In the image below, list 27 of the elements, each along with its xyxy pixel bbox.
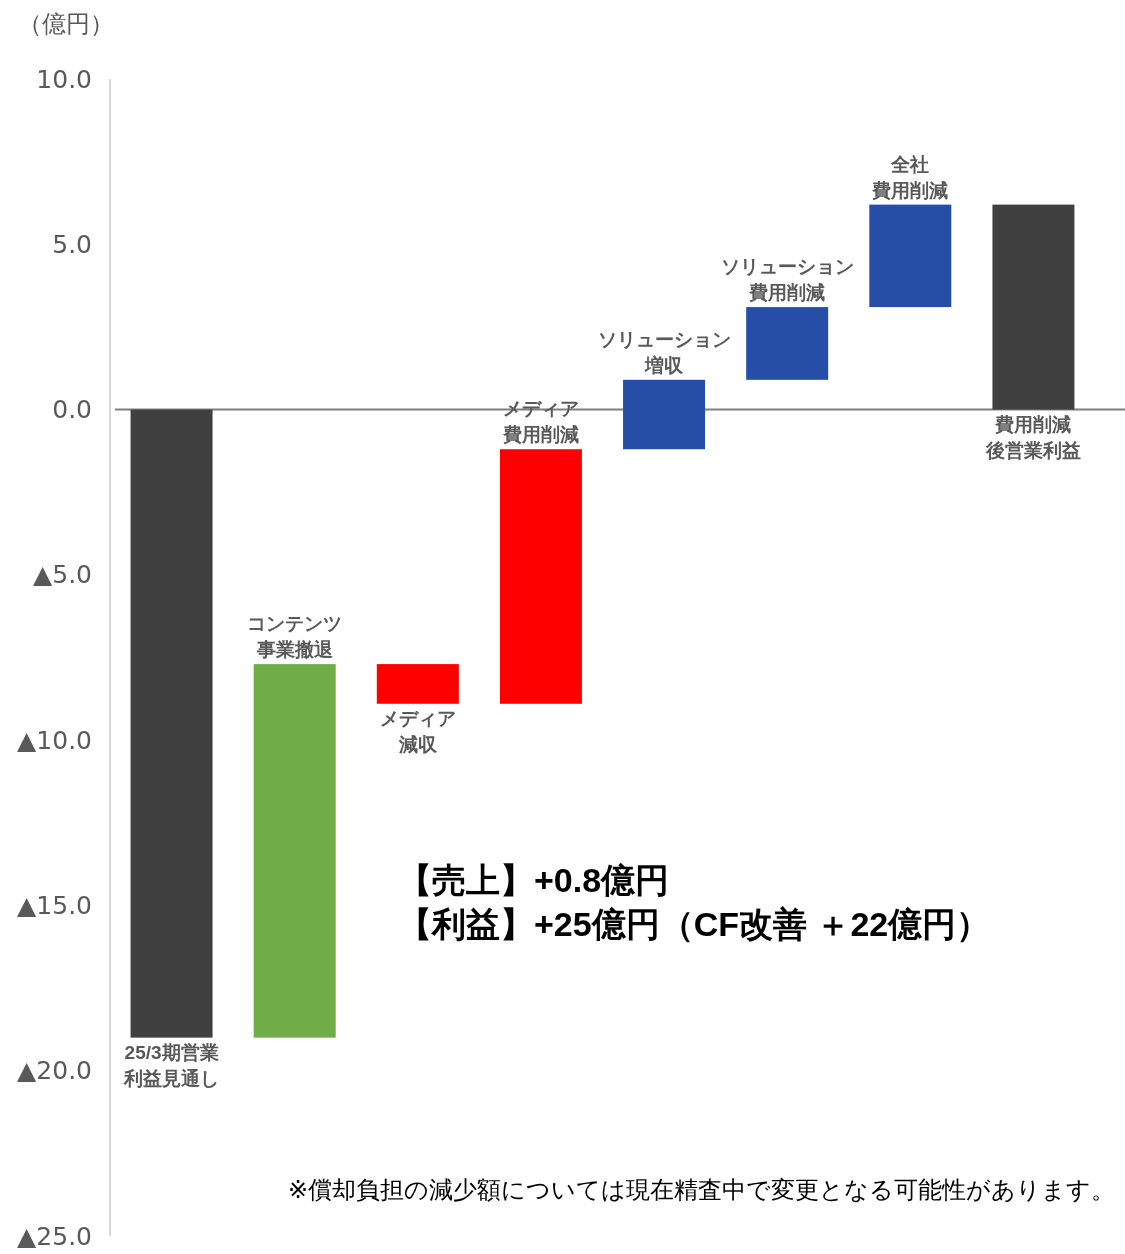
x-tick-label: ソリューション費用削減 (720, 256, 854, 304)
bar (869, 204, 952, 308)
y-tick-label: ▲10.0 (17, 725, 92, 755)
y-axis-title: （億円） (18, 10, 114, 37)
bar (992, 204, 1075, 410)
x-tick-label: メディア減収 (379, 707, 456, 755)
annotation: 【売上】+0.8億円 (398, 861, 670, 899)
y-tick-label: 0.0 (52, 395, 92, 425)
y-tick-label: ▲5.0 (33, 560, 92, 590)
x-tick-label: 25/3期営業利益見通し (123, 1041, 220, 1089)
x-tick-label: 全社費用削減 (871, 153, 949, 201)
y-tick-label: 10.0 (36, 64, 92, 94)
bar (746, 307, 829, 380)
y-tick-label: ▲25.0 (17, 1221, 92, 1251)
x-tick-label: 費用削減後営業利益 (984, 413, 1081, 461)
bar (623, 379, 706, 450)
annotation: ※償却負担の減少額については現在精査中で変更となる可能性があります。 (287, 1176, 1115, 1203)
bar (499, 449, 582, 704)
bar (253, 664, 336, 1038)
y-tick-label: ▲15.0 (17, 890, 92, 920)
bar (130, 409, 213, 1038)
y-tick-label: 5.0 (52, 229, 92, 259)
x-tick-label: コンテンツ事業撤退 (247, 613, 343, 661)
bar (376, 664, 459, 704)
y-tick-label: ▲20.0 (17, 1056, 92, 1086)
annotation: 【利益】+25億円（CF改善 ＋22億円） (398, 905, 991, 943)
x-tick-label: ソリューション増収 (597, 328, 731, 376)
